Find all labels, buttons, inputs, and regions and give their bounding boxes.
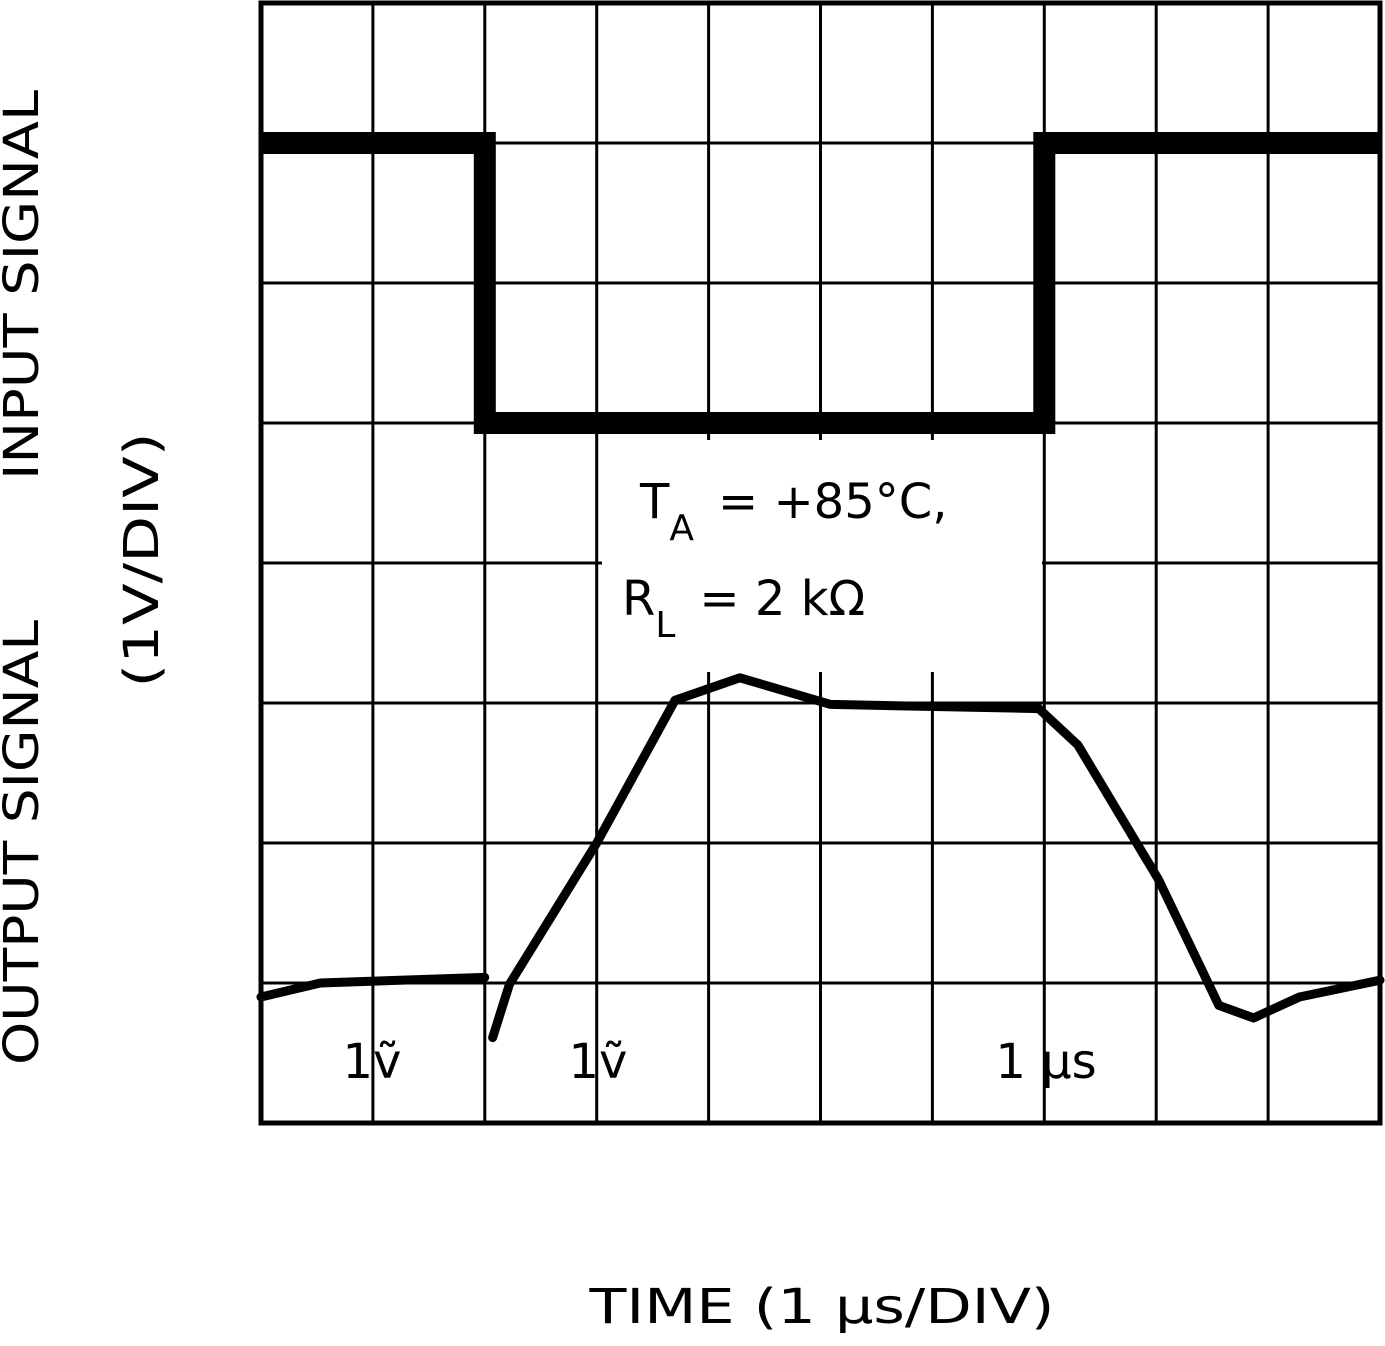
annotation-symbol: R — [622, 571, 655, 627]
trace-output — [256, 673, 1385, 1043]
scale-label: 1 µs — [995, 1034, 1096, 1090]
y-axis-scale: (1V/DIV) — [114, 433, 170, 688]
y-axis-label: OUTPUT SIGNAL — [0, 620, 50, 1065]
annotation-text: = 2 kΩ — [699, 571, 865, 627]
annotation-box — [602, 440, 1042, 672]
annotation: RL = 2 kΩ — [622, 571, 865, 646]
annotation: TA = +85°C, — [639, 474, 948, 549]
y-axis-label: INPUT SIGNAL — [0, 90, 50, 480]
plot-border — [258, 0, 1383, 1126]
trace-input — [261, 132, 1380, 434]
annotation-text: = +85°C, — [718, 474, 948, 530]
scale-label: 1ṽ — [569, 1034, 628, 1090]
annotation-subscript: L — [655, 605, 675, 646]
annotation-subscript: A — [669, 508, 694, 549]
x-axis-label: TIME (1 µs/DIV) — [588, 1279, 1054, 1335]
scale-label: 1ṽ — [343, 1034, 402, 1090]
annotation-symbol: T — [639, 474, 670, 530]
